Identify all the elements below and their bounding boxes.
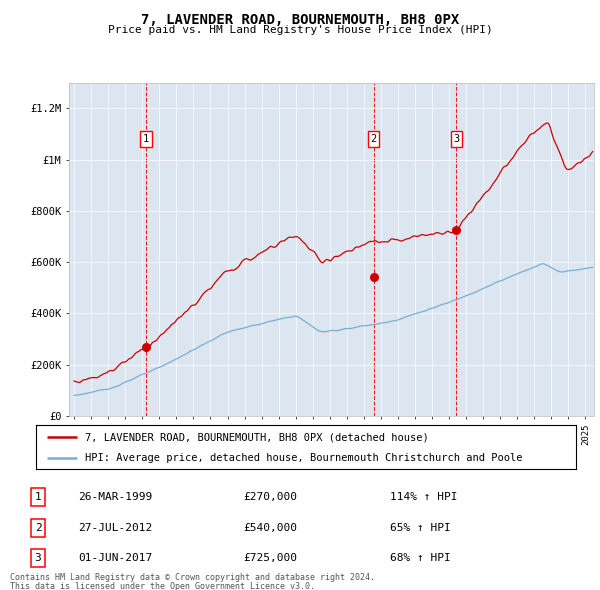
Text: £725,000: £725,000 [243,553,297,563]
Text: 1: 1 [143,134,149,144]
Text: This data is licensed under the Open Government Licence v3.0.: This data is licensed under the Open Gov… [10,582,315,590]
Text: Price paid vs. HM Land Registry's House Price Index (HPI): Price paid vs. HM Land Registry's House … [107,25,493,35]
Text: 7, LAVENDER ROAD, BOURNEMOUTH, BH8 0PX (detached house): 7, LAVENDER ROAD, BOURNEMOUTH, BH8 0PX (… [85,432,428,442]
Text: 01-JUN-2017: 01-JUN-2017 [78,553,152,563]
Text: 65% ↑ HPI: 65% ↑ HPI [390,523,451,533]
Text: 68% ↑ HPI: 68% ↑ HPI [390,553,451,563]
Text: 27-JUL-2012: 27-JUL-2012 [78,523,152,533]
Text: 2: 2 [35,523,41,533]
Text: 1: 1 [35,492,41,502]
Text: 7, LAVENDER ROAD, BOURNEMOUTH, BH8 0PX: 7, LAVENDER ROAD, BOURNEMOUTH, BH8 0PX [141,13,459,27]
Text: £270,000: £270,000 [243,492,297,502]
Text: Contains HM Land Registry data © Crown copyright and database right 2024.: Contains HM Land Registry data © Crown c… [10,573,375,582]
Text: £540,000: £540,000 [243,523,297,533]
Text: 3: 3 [453,134,460,144]
Text: 114% ↑ HPI: 114% ↑ HPI [390,492,458,502]
Text: 3: 3 [35,553,41,563]
Text: 26-MAR-1999: 26-MAR-1999 [78,492,152,502]
Text: HPI: Average price, detached house, Bournemouth Christchurch and Poole: HPI: Average price, detached house, Bour… [85,453,522,463]
Text: 2: 2 [370,134,377,144]
